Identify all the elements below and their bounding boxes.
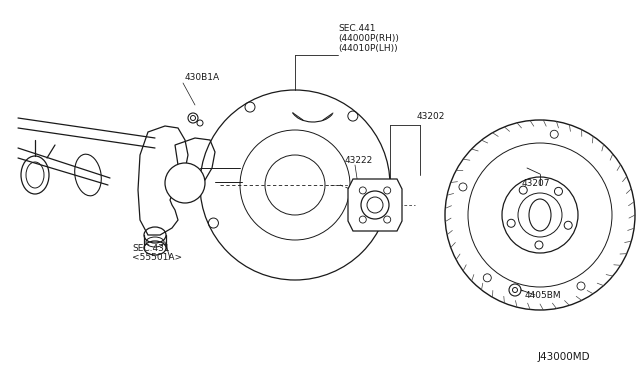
Text: SEC.431: SEC.431 bbox=[132, 244, 170, 253]
Circle shape bbox=[361, 191, 389, 219]
Text: 4405BM: 4405BM bbox=[525, 291, 562, 299]
Text: 43207: 43207 bbox=[522, 179, 550, 187]
Polygon shape bbox=[348, 179, 402, 231]
Text: 430B1A: 430B1A bbox=[185, 73, 220, 81]
Text: J43000MD: J43000MD bbox=[538, 352, 590, 362]
Text: SEC.441: SEC.441 bbox=[338, 23, 376, 32]
Text: (44000P(RH)): (44000P(RH)) bbox=[338, 33, 399, 42]
Text: (44010P(LH)): (44010P(LH)) bbox=[338, 44, 397, 52]
Circle shape bbox=[165, 163, 205, 203]
Text: 43202: 43202 bbox=[417, 112, 445, 121]
Text: 43222: 43222 bbox=[345, 155, 373, 164]
Text: <55501A>: <55501A> bbox=[132, 253, 182, 263]
